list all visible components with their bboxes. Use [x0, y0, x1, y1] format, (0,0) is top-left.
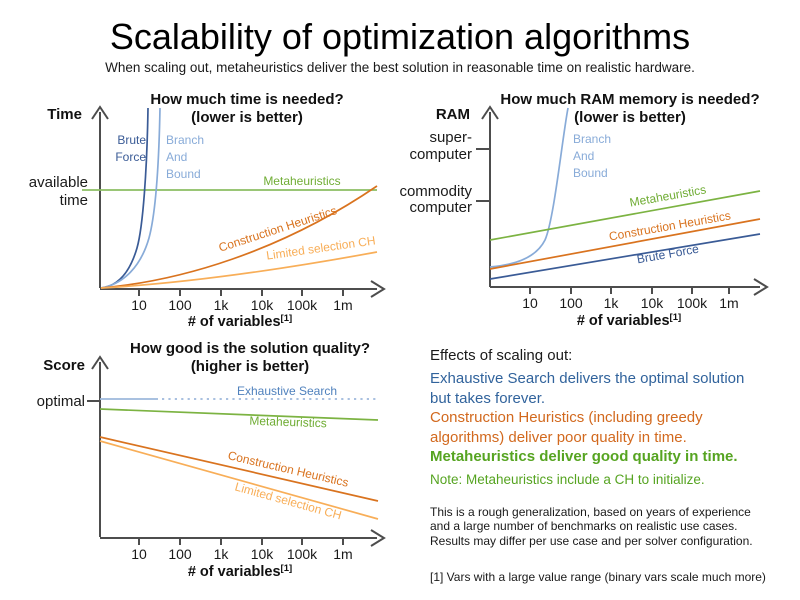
time-branch-and-bound-line: [100, 107, 161, 289]
page-subtitle: When scaling out, metaheuristics deliver…: [105, 60, 695, 75]
time-x-tick-label: 1k: [214, 297, 230, 313]
ram-x-tick-label: 1m: [719, 295, 738, 311]
ram-x-tick-label: 10k: [641, 295, 665, 311]
score-x-tick-label: 10k: [251, 546, 275, 562]
time-chart-title: How much time is needed?: [150, 91, 343, 108]
ram-construction-heuristics-line: [489, 218, 761, 270]
ram-branch-and-bound-label-line2: And: [573, 149, 594, 163]
ram-brute-force-line: [489, 233, 761, 280]
ram-branch-and-bound-label-line1: Branch: [573, 132, 611, 146]
effects-note: Note: Metaheuristics include a CH to ini…: [430, 471, 705, 487]
available-time-label-line1: available: [29, 174, 88, 191]
ram-construction-heuristics-label: Construction Heuristics: [608, 208, 732, 243]
time-metaheuristics-label: Metaheuristics: [263, 174, 340, 188]
score-metaheuristics-line: [99, 408, 379, 421]
ram-y-axis-arrow-icon: [481, 105, 499, 120]
score-exhaustive-search-label: Exhaustive Search: [237, 384, 337, 398]
time-brute-force-label-line2: Force: [115, 150, 146, 164]
score-limited-selection-ch-label: Limited selection CH: [233, 480, 343, 523]
ram-x-axis-label-footnote-ref: [1]: [670, 312, 682, 323]
effects-construction-line1: Construction Heuristics (including greed…: [430, 409, 703, 426]
effects-heading: Effects of scaling out:: [430, 347, 573, 364]
ram-y-axis-label: RAM: [436, 106, 470, 123]
time-branch-and-bound-label-line1: Branch: [166, 133, 204, 147]
time-x-tick-label: 100: [168, 297, 192, 313]
ram-x-tick-label: 100k: [677, 295, 708, 311]
effects-exhaustive-line2: but takes forever.: [430, 389, 546, 407]
ram-x-tick-label: 1k: [604, 295, 620, 311]
effects-construction-line2: algorithms) deliver poor quality in time…: [430, 428, 687, 446]
time-y-axis-arrow-icon: [91, 105, 109, 120]
page-title: Scalability of optimization algorithms: [109, 16, 691, 57]
time-construction-heuristics-line: [100, 185, 378, 289]
time-x-axis-arrow-icon: [370, 280, 386, 298]
time-limited-selection-ch-line: [100, 251, 378, 289]
ram-brute-force-label: Brute Force: [636, 242, 700, 267]
score-chart: How good is the solution quality? (highe…: [37, 340, 386, 580]
time-x-axis-label-footnote-ref: [1]: [281, 313, 293, 324]
score-x-tick-label: 100: [168, 546, 192, 562]
disclaimer-line3: Results may differ per use case and per …: [430, 533, 753, 548]
time-brute-force-label-line1: Brute: [117, 133, 146, 147]
score-x-axis-label-text: # of variables: [188, 564, 281, 580]
ram-x-tick-label: 100: [559, 295, 583, 311]
score-y-axis-label: Score: [43, 357, 85, 374]
time-x-tick-label: 10: [131, 297, 147, 313]
score-x-tick-label: 10: [131, 546, 147, 562]
score-x-tick-label: 1m: [333, 546, 352, 562]
ram-commodity-label-line2: computer: [409, 199, 472, 216]
ram-x-tick-label: 10: [522, 295, 538, 311]
ram-branch-and-bound-line: [489, 107, 569, 268]
time-branch-and-bound-label-line2: And: [166, 150, 187, 164]
ram-commodity-label-line1: commodity: [399, 183, 472, 200]
time-x-axis-label: # of variables[1]: [188, 313, 292, 330]
time-x-tick-label: 100k: [287, 297, 318, 313]
score-chart-subtitle: (higher is better): [191, 358, 309, 375]
ram-supercomputer-label-line1: super-: [429, 129, 472, 146]
score-x-axis-arrow-icon: [370, 529, 386, 547]
disclaimer-line1: This is a rough generalization, based on…: [430, 504, 751, 519]
time-chart: How much time is needed? (lower is bette…: [29, 91, 386, 330]
score-optimal-label: optimal: [37, 393, 85, 410]
ram-x-axis-label: # of variables[1]: [577, 312, 681, 329]
footnote: [1] Vars with a large value range (binar…: [430, 570, 766, 584]
time-x-tick-label: 10k: [251, 297, 275, 313]
time-limited-selection-ch-label: Limited selection CH: [265, 233, 376, 262]
ram-x-ticks: [529, 287, 730, 294]
disclaimer-line2: and a large number of benchmarks on real…: [430, 519, 738, 533]
score-x-axis-label: # of variables[1]: [188, 563, 292, 580]
time-x-axis-label-text: # of variables: [188, 314, 281, 330]
time-x-tick-label: 1m: [333, 297, 352, 313]
effects-panel: Effects of scaling out: Exhaustive Searc…: [430, 346, 794, 585]
ram-branch-and-bound-label-line3: Bound: [573, 166, 608, 180]
ram-supercomputer-label-line2: computer: [409, 146, 472, 163]
score-x-axis-label-footnote-ref: [1]: [281, 563, 293, 574]
ram-x-axis-label-text: # of variables: [577, 313, 670, 329]
time-y-axis-label: Time: [47, 106, 82, 123]
ram-x-axis-arrow-icon: [753, 278, 769, 296]
ram-metaheuristics-line: [489, 190, 761, 241]
ram-metaheuristics-label: Metaheuristics: [629, 182, 708, 209]
score-limited-selection-ch-line: [99, 440, 379, 520]
score-construction-heuristics-line: [99, 436, 379, 502]
score-y-axis-arrow-icon: [91, 355, 109, 370]
score-x-tick-label: 1k: [214, 546, 230, 562]
ram-chart: How much RAM memory is needed? (lower is…: [399, 91, 769, 329]
effects-exhaustive-line1: Exhaustive Search delivers the optimal s…: [430, 370, 745, 387]
score-chart-title: How good is the solution quality?: [130, 340, 370, 357]
ram-y-ticks: [476, 148, 490, 202]
score-metaheuristics-label: Metaheuristics: [249, 414, 327, 431]
score-x-ticks: [138, 538, 344, 545]
time-branch-and-bound-label-line3: Bound: [166, 167, 201, 181]
effects-metaheuristics-line: Metaheuristics deliver good quality in t…: [430, 448, 738, 465]
ram-chart-title: How much RAM memory is needed?: [500, 91, 759, 108]
time-chart-subtitle: (lower is better): [191, 109, 303, 126]
time-x-ticks: [138, 289, 344, 296]
time-brute-force-line: [100, 107, 149, 289]
score-x-tick-label: 100k: [287, 546, 318, 562]
ram-chart-subtitle: (lower is better): [574, 109, 686, 126]
available-time-label-line2: time: [60, 192, 88, 209]
